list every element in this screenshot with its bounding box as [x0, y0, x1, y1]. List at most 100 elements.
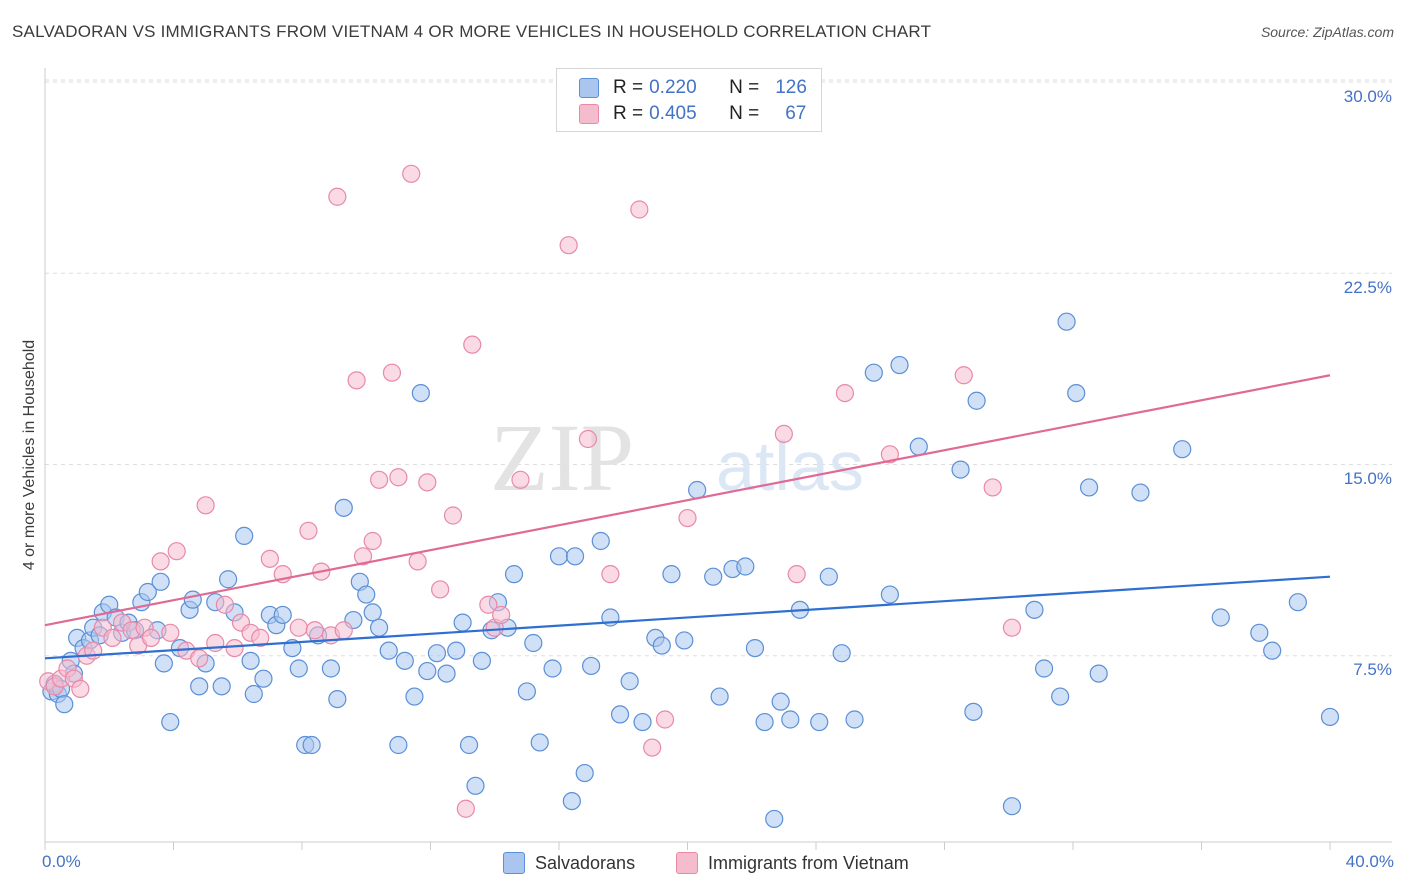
data-point: [1067, 384, 1086, 403]
data-point: [1263, 641, 1282, 660]
legend-item-vietnam[interactable]: Immigrants from Vietnam: [676, 852, 909, 874]
data-point: [212, 677, 231, 696]
data-point: [370, 618, 389, 637]
data-point: [459, 735, 479, 755]
data-point: [183, 590, 202, 609]
data-point: [835, 384, 855, 403]
data-point: [447, 641, 466, 660]
data-point: [215, 595, 234, 614]
data-point: [289, 618, 308, 637]
data-point: [630, 200, 649, 219]
trend-line-vietnam: [44, 374, 1331, 627]
data-point: [456, 799, 475, 818]
chart-title: SALVADORAN VS IMMIGRANTS FROM VIETNAM 4 …: [12, 22, 932, 41]
data-point: [575, 763, 594, 783]
data-point: [190, 677, 209, 696]
data-point: [431, 580, 450, 599]
data-point: [543, 659, 562, 678]
data-point: [418, 661, 437, 681]
correlation-legend: R = 0.220 N = 126 R = 0.405 N = 67: [556, 68, 822, 132]
legend-item-salvadorans[interactable]: Salvadorans: [503, 852, 635, 874]
legend-n-value: 67: [785, 103, 807, 124]
data-point: [678, 508, 697, 528]
data-point: [1002, 618, 1022, 637]
data-point: [771, 692, 790, 711]
data-point: [254, 669, 273, 688]
data-point: [219, 570, 238, 589]
data-point: [524, 633, 543, 653]
data-point: [652, 636, 671, 655]
data-point: [463, 335, 482, 354]
data-point: [1057, 312, 1076, 331]
legend-r-label: R =: [613, 77, 644, 98]
watermark-zip: ZIP: [490, 404, 634, 511]
trend-lines: [44, 374, 1331, 660]
data-point: [71, 679, 90, 699]
data-point: [190, 649, 209, 668]
data-point: [504, 565, 524, 584]
y-tick-label-7-5: 7.5%: [1353, 660, 1392, 679]
x-tick-label-max: 40.0%: [1345, 852, 1394, 871]
data-point: [1089, 664, 1108, 683]
data-point: [466, 776, 485, 795]
data-point: [379, 641, 398, 660]
data-point: [1002, 797, 1022, 816]
data-point: [620, 672, 639, 691]
data-point: [363, 531, 382, 551]
data-point: [408, 552, 427, 571]
trend-line-salvadorans: [44, 575, 1331, 660]
data-point: [334, 498, 353, 517]
data-point: [353, 547, 373, 566]
data-point: [382, 363, 402, 382]
data-point: [675, 631, 694, 650]
legend-n-value: 126: [775, 77, 807, 98]
data-point: [1211, 608, 1230, 627]
data-point: [161, 623, 180, 642]
data-point: [562, 791, 581, 811]
data-point: [662, 565, 681, 584]
data-point: [167, 542, 186, 561]
data-point: [411, 384, 430, 403]
data-point: [601, 565, 620, 584]
legend-swatch-pink: [579, 104, 599, 124]
data-point: [845, 710, 864, 729]
data-point: [643, 738, 662, 757]
data-point: [363, 603, 382, 622]
data-point: [225, 638, 244, 658]
data-point: [967, 391, 986, 410]
data-point: [880, 445, 899, 464]
data-point: [321, 659, 341, 678]
data-point: [273, 605, 292, 625]
data-point: [151, 552, 170, 571]
data-point: [328, 187, 347, 206]
data-point: [251, 628, 270, 648]
data-point: [688, 480, 707, 500]
data-point: [453, 613, 472, 632]
source-credit: Source: ZipAtlas.com: [1260, 24, 1394, 40]
data-point: [427, 644, 447, 663]
data-point: [103, 628, 122, 648]
series-legend: Salvadorans Immigrants from Vietnam: [0, 852, 1406, 876]
x-tick-label-min: 0.0%: [42, 852, 81, 871]
data-point: [443, 506, 463, 525]
data-point: [370, 470, 389, 489]
axes: [44, 68, 1392, 850]
data-point: [710, 687, 729, 706]
data-point: [511, 470, 530, 489]
data-point: [1320, 707, 1340, 727]
data-point: [1173, 440, 1192, 459]
data-point: [418, 473, 437, 492]
data-point: [810, 712, 829, 732]
data-point: [964, 702, 983, 721]
data-point: [1250, 623, 1269, 642]
y-tick-label-15: 15.0%: [1343, 469, 1392, 488]
data-point: [765, 809, 784, 829]
data-point: [55, 695, 74, 714]
data-point: [582, 656, 601, 676]
data-point: [402, 164, 421, 183]
data-point: [141, 628, 161, 648]
data-point: [633, 712, 652, 732]
data-point: [565, 547, 585, 566]
data-point: [241, 651, 260, 670]
